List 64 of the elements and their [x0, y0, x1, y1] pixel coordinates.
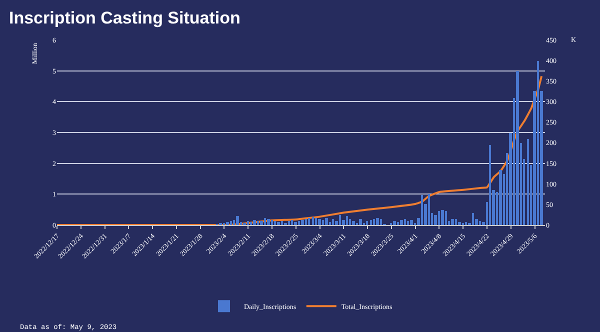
bar: [312, 217, 314, 225]
bar: [479, 221, 481, 225]
bar: [339, 215, 341, 225]
bar: [370, 220, 372, 225]
bar: [352, 221, 355, 225]
bar: [393, 221, 396, 225]
bar: [499, 170, 502, 225]
bar: [376, 218, 379, 225]
bar: [271, 220, 273, 225]
bar: [305, 219, 307, 225]
bar: [298, 221, 300, 225]
bar: [274, 221, 276, 225]
bar: [445, 211, 447, 225]
bar: [277, 222, 280, 225]
bar: [301, 220, 304, 225]
bar: [441, 210, 444, 225]
bar: [329, 222, 331, 225]
bar: [404, 219, 406, 225]
bar: [247, 221, 249, 225]
bar: [332, 219, 334, 225]
bar: [407, 221, 409, 225]
bar: [537, 61, 539, 225]
bar: [458, 222, 461, 225]
bar: [230, 221, 232, 225]
bar: [451, 219, 454, 225]
chart-title: Inscription Casting Situation: [9, 8, 240, 28]
bar: [253, 220, 256, 225]
bar: [308, 218, 310, 225]
bar: [250, 222, 252, 225]
bar: [322, 220, 324, 225]
bar: [264, 218, 266, 225]
bar: [397, 222, 399, 225]
bar: [455, 219, 457, 225]
bar: [410, 220, 413, 225]
line-series: [57, 75, 543, 225]
bar: [236, 216, 239, 225]
bar: [373, 219, 375, 225]
bar: [267, 219, 270, 225]
bar: [325, 218, 328, 225]
bar: [489, 145, 491, 225]
bar: [465, 222, 467, 225]
bar: [421, 195, 423, 225]
bar: [226, 222, 229, 225]
bar: [527, 139, 529, 225]
bar: [318, 219, 321, 225]
bar: [346, 216, 348, 225]
bar: [257, 221, 259, 225]
bar: [380, 219, 382, 225]
bar: [294, 222, 297, 225]
bar: [472, 213, 474, 225]
bar: [315, 218, 317, 225]
bar: [359, 219, 362, 225]
bar: [233, 220, 235, 225]
bar: [438, 211, 440, 225]
bar: [291, 220, 293, 225]
bar: [428, 194, 430, 225]
bar: [288, 221, 290, 225]
bar: [260, 221, 263, 225]
bar: [366, 221, 368, 225]
bar: [281, 221, 283, 225]
bar: [400, 220, 403, 225]
bar: [516, 71, 519, 225]
bar: [349, 219, 351, 225]
bar: [434, 215, 437, 225]
